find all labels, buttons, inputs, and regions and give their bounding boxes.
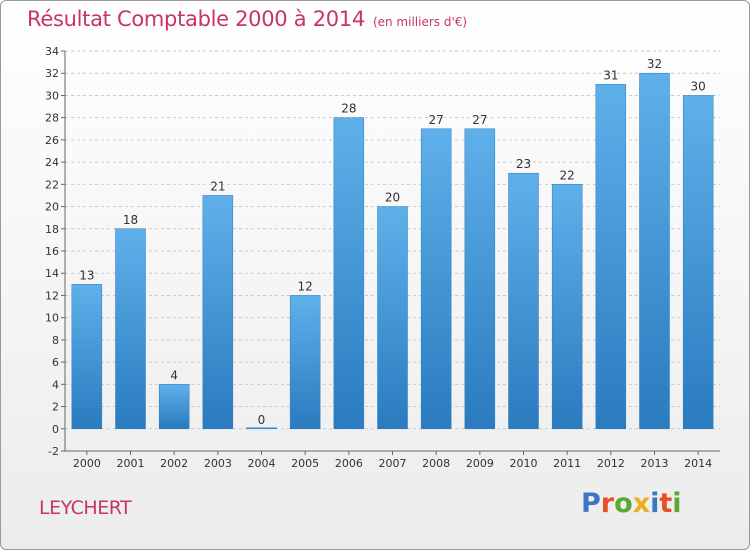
data-label-2010: 23: [516, 157, 531, 171]
y-tick-label: 30: [45, 89, 59, 102]
bar-2004: [246, 427, 277, 430]
bar-2005: [289, 295, 321, 430]
y-tick-label: 18: [45, 223, 59, 236]
data-label-2013: 32: [647, 57, 662, 71]
logo-letter: x: [632, 488, 651, 519]
bars: 13 18 4 21 0 12 28 20 27 27 23 22 31 32 30: [71, 57, 714, 430]
y-tick-label: 22: [45, 178, 59, 191]
y-tick-label: 8: [52, 334, 59, 347]
x-tick-label-2007: 2007: [379, 457, 407, 470]
logo-letter: t: [659, 488, 673, 519]
data-label-2002: 4: [170, 368, 178, 382]
logo-letter: r: [600, 488, 615, 519]
y-tick-label: 20: [45, 201, 59, 214]
commune-name: LEYCHERT: [39, 497, 132, 519]
y-tick-label: 2: [52, 401, 59, 414]
bar-2008: [420, 128, 452, 430]
bar-2013: [639, 72, 670, 430]
data-label-2007: 20: [385, 191, 400, 205]
y-tick-label: 14: [45, 267, 59, 280]
data-label-2000: 13: [79, 268, 94, 282]
x-tick-label-2005: 2005: [291, 457, 319, 470]
bar-2007: [377, 206, 408, 430]
bar-2014: [682, 95, 714, 430]
data-label-2009: 27: [472, 113, 487, 127]
title-main: Résultat Comptable 2000 à 2014: [27, 7, 365, 31]
data-label-2011: 22: [560, 168, 575, 182]
y-tick-label: 6: [52, 356, 59, 369]
data-label-2001: 18: [123, 213, 138, 227]
bar-2001: [115, 228, 146, 430]
data-label-2014: 30: [691, 79, 706, 93]
y-tick-label: 0: [52, 423, 59, 436]
logo-letter: P: [581, 488, 601, 519]
bar-2006: [333, 117, 365, 430]
y-tick-label: -2: [48, 445, 59, 458]
x-tick-label-2001: 2001: [117, 457, 145, 470]
y-tick-label: 24: [45, 156, 59, 169]
data-label-2012: 31: [603, 68, 618, 82]
logo-letter: i: [672, 488, 682, 519]
bar-2010: [508, 172, 539, 430]
logo-letter: i: [650, 488, 660, 519]
data-label-2003: 21: [210, 179, 225, 193]
bar-2009: [464, 128, 496, 430]
chart-title: Résultat Comptable 2000 à 2014 (en millie…: [27, 7, 467, 31]
x-tick-label-2012: 2012: [597, 457, 625, 470]
bar-2000: [71, 284, 103, 430]
y-tick-label: 12: [45, 289, 59, 302]
data-label-2006: 28: [341, 102, 356, 116]
x-tick-label-2011: 2011: [553, 457, 581, 470]
x-tick-label-2006: 2006: [335, 457, 363, 470]
y-tick-label: 4: [52, 378, 59, 391]
y-tick-label: 26: [45, 134, 59, 147]
x-tick-label-2002: 2002: [160, 457, 188, 470]
x-tick-label-2014: 2014: [684, 457, 712, 470]
bar-2003: [202, 195, 234, 430]
proxiti-logo[interactable]: Proxiti: [581, 488, 682, 519]
data-label-2008: 27: [429, 113, 444, 127]
bar-2012: [595, 84, 627, 430]
logo-letter: o: [614, 488, 633, 519]
x-tick-label-2000: 2000: [73, 457, 101, 470]
data-label-2004: 0: [258, 413, 266, 427]
y-tick-label: 16: [45, 245, 59, 258]
y-tick-label: 10: [45, 312, 59, 325]
data-label-2005: 12: [298, 279, 313, 293]
bar-2011: [551, 184, 583, 430]
x-tick-label-2013: 2013: [641, 457, 669, 470]
x-tick-label-2004: 2004: [248, 457, 276, 470]
y-tick-label: 32: [45, 67, 59, 80]
bar-2002: [158, 384, 190, 430]
x-tick-label-2008: 2008: [422, 457, 450, 470]
x-tick-label-2009: 2009: [466, 457, 494, 470]
title-unit: (en milliers d'€): [372, 15, 468, 29]
x-tick-label-2003: 2003: [204, 457, 232, 470]
x-tick-label-2010: 2010: [510, 457, 538, 470]
y-tick-label: 28: [45, 112, 59, 125]
y-tick-label: 34: [45, 45, 59, 58]
